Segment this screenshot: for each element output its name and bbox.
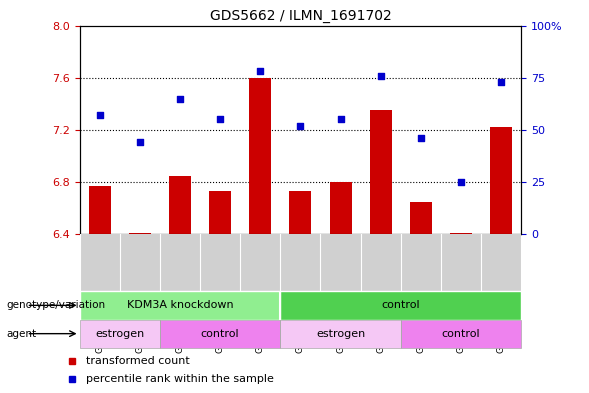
Text: percentile rank within the sample: percentile rank within the sample bbox=[86, 374, 274, 384]
Bar bbox=[280, 291, 521, 320]
Point bbox=[416, 135, 426, 141]
Bar bbox=[129, 233, 151, 234]
Point bbox=[95, 112, 104, 118]
Bar bbox=[169, 176, 191, 234]
Point bbox=[456, 179, 466, 185]
Text: estrogen: estrogen bbox=[95, 329, 144, 339]
Point bbox=[135, 139, 144, 145]
Bar bbox=[410, 202, 432, 234]
Bar bbox=[329, 182, 352, 234]
Text: genotype/variation: genotype/variation bbox=[6, 300, 105, 310]
Point bbox=[175, 95, 184, 102]
Bar bbox=[209, 191, 231, 234]
Bar bbox=[401, 320, 521, 348]
Text: KDM3A knockdown: KDM3A knockdown bbox=[127, 300, 233, 310]
Bar bbox=[450, 233, 472, 234]
Bar bbox=[370, 110, 392, 234]
Bar bbox=[160, 320, 280, 348]
Bar bbox=[289, 191, 312, 234]
Bar bbox=[88, 186, 111, 234]
Point bbox=[256, 68, 265, 75]
Bar bbox=[80, 320, 160, 348]
Point bbox=[336, 116, 345, 123]
Point bbox=[376, 72, 385, 79]
Text: control: control bbox=[442, 329, 481, 339]
Point bbox=[296, 123, 305, 129]
Title: GDS5662 / ILMN_1691702: GDS5662 / ILMN_1691702 bbox=[210, 9, 391, 23]
Text: estrogen: estrogen bbox=[316, 329, 365, 339]
Text: control: control bbox=[201, 329, 239, 339]
Bar bbox=[280, 320, 401, 348]
Text: control: control bbox=[382, 300, 420, 310]
Point bbox=[497, 79, 506, 85]
Bar bbox=[80, 291, 280, 320]
Text: transformed count: transformed count bbox=[86, 356, 190, 366]
Bar bbox=[249, 78, 272, 234]
Bar bbox=[490, 127, 512, 234]
Point bbox=[216, 116, 225, 123]
Text: agent: agent bbox=[6, 329, 36, 339]
